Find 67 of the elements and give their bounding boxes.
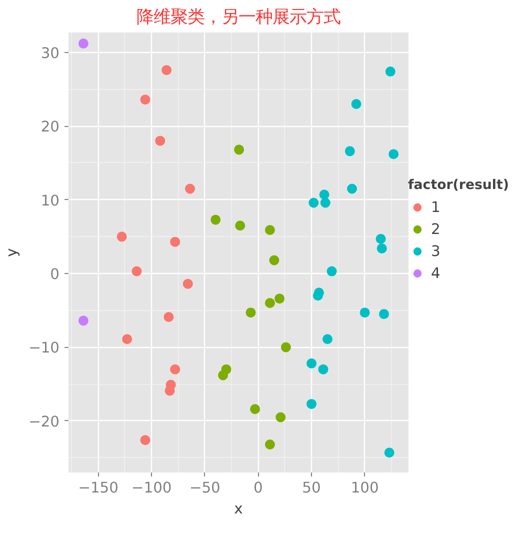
point	[250, 404, 260, 414]
point	[274, 294, 285, 304]
point	[155, 136, 166, 146]
point	[164, 312, 174, 322]
point	[388, 149, 399, 160]
point	[246, 308, 256, 318]
point	[320, 198, 330, 208]
chart-title: 降维聚类，另一种展示方式	[136, 8, 340, 28]
point	[269, 255, 280, 266]
point	[264, 298, 275, 308]
point	[276, 412, 286, 422]
point	[326, 266, 337, 276]
y-tick-label: 20	[40, 118, 60, 136]
x-tick-label: −100	[132, 480, 172, 496]
point	[360, 308, 370, 318]
point	[347, 184, 358, 194]
y-tick-label: 10	[40, 192, 60, 210]
legend-label: 3	[431, 242, 442, 260]
point	[210, 214, 221, 225]
x-tick-label: −50	[189, 480, 220, 496]
point	[264, 440, 275, 450]
x-tick-label: −150	[78, 480, 118, 496]
y-axis-title: y	[4, 248, 21, 257]
point	[308, 198, 319, 208]
point	[344, 146, 355, 156]
point	[164, 386, 175, 396]
point	[78, 316, 88, 326]
x-axis-title: x	[234, 500, 244, 518]
point	[235, 220, 246, 231]
point	[306, 358, 317, 368]
point	[116, 232, 127, 242]
point	[170, 364, 180, 374]
y-tick-label: −10	[28, 340, 60, 357]
legend-label: 2	[431, 220, 442, 238]
point	[264, 225, 275, 236]
x-tick-label: 0	[254, 480, 263, 496]
x-tick-label: 50	[302, 480, 321, 496]
y-tick-label: 0	[50, 266, 60, 284]
point	[218, 370, 228, 380]
x-tick-label: 100	[350, 480, 379, 496]
point	[280, 342, 291, 352]
point	[376, 243, 387, 254]
point	[314, 288, 324, 298]
point	[351, 99, 362, 109]
point	[376, 234, 386, 244]
legend-title: factor(result)	[408, 178, 509, 193]
point	[140, 435, 150, 446]
point	[78, 38, 88, 49]
point	[384, 448, 394, 458]
point	[185, 184, 196, 194]
point	[140, 94, 150, 105]
point	[234, 144, 244, 155]
legend-label: 4	[431, 264, 442, 282]
point	[170, 236, 180, 247]
point	[378, 309, 389, 320]
legend-label: 1	[431, 198, 442, 216]
point	[385, 66, 396, 77]
point	[162, 65, 172, 76]
point	[318, 364, 328, 374]
y-tick-label: 30	[40, 44, 60, 62]
point	[122, 334, 132, 344]
point	[306, 398, 317, 409]
point	[132, 266, 142, 276]
point	[182, 278, 193, 289]
point	[319, 190, 330, 200]
point	[322, 334, 332, 344]
y-tick-label: −20	[28, 413, 60, 430]
